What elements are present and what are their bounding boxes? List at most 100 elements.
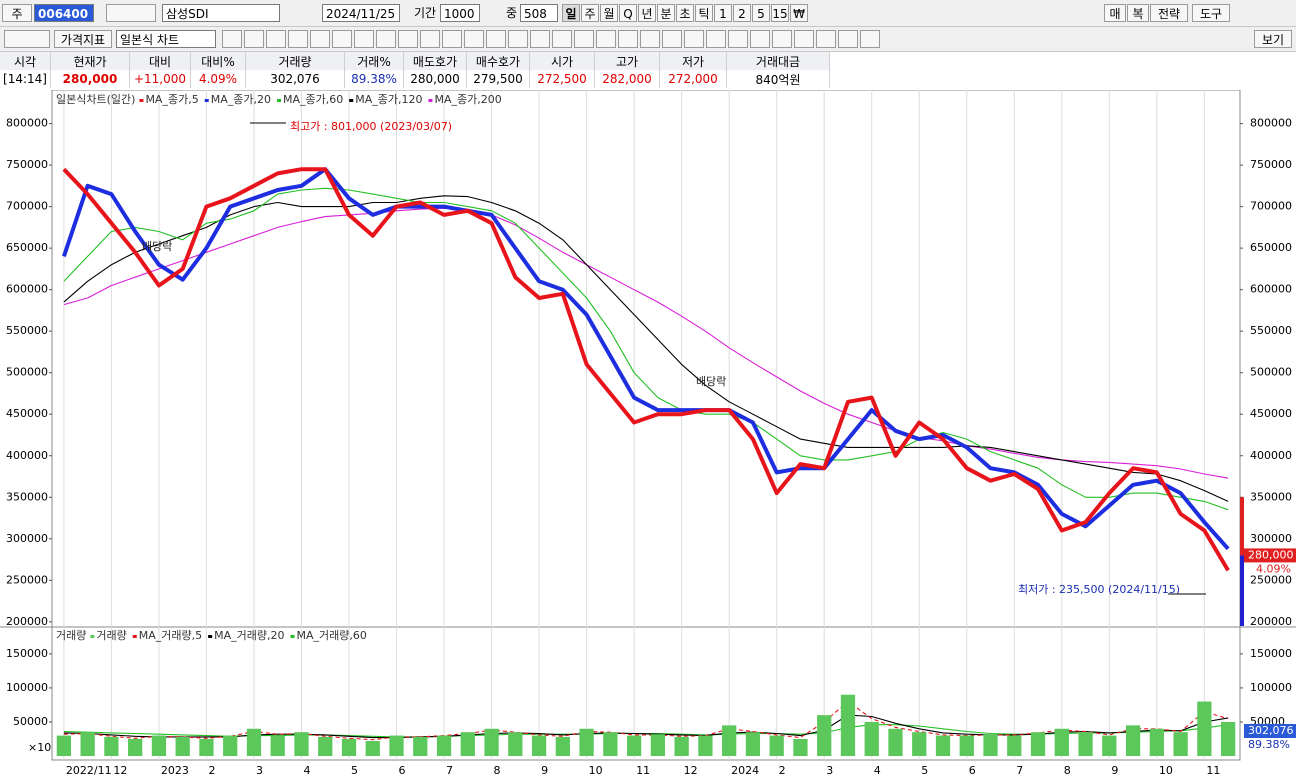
- interval-button[interactable]: 1: [714, 4, 732, 22]
- tool-button[interactable]: [794, 30, 814, 48]
- tool-button[interactable]: [552, 30, 572, 48]
- tool-button[interactable]: [288, 30, 308, 48]
- interval-button[interactable]: 15: [771, 4, 789, 22]
- toolbar: 주 006400 삼성SDI 2024/11/25 기간 1000 중 508 …: [0, 0, 1296, 27]
- y-tick-label: 400000: [6, 449, 48, 462]
- chart-area: 2022/11 12 2023 2 3 4 5 6 7 8 9 10 11 12 2024 2 3 4 5 6 7 8 9 1…: [0, 90, 1296, 777]
- tool-button[interactable]: [332, 30, 352, 48]
- menu-button[interactable]: 복: [1127, 4, 1149, 22]
- quote-value: 280,000: [50, 70, 130, 88]
- interval-button[interactable]: 분: [657, 4, 675, 22]
- interval-button[interactable]: 주: [581, 4, 599, 22]
- tool-button[interactable]: [750, 30, 770, 48]
- quote-value: 272,000: [659, 70, 727, 88]
- tool-button[interactable]: [640, 30, 660, 48]
- tool-button[interactable]: [486, 30, 506, 48]
- volume-bar: [294, 732, 309, 756]
- x-tick-label: 2: [779, 764, 786, 777]
- interval-button[interactable]: Q: [619, 4, 637, 22]
- quote-value: 4.09%: [190, 70, 246, 88]
- tool-button[interactable]: [728, 30, 748, 48]
- code-input[interactable]: 006400: [34, 4, 94, 22]
- view-button[interactable]: 보기: [1254, 30, 1292, 48]
- x-tick-label: 11: [1206, 764, 1220, 777]
- tool-button[interactable]: [838, 30, 858, 48]
- interval-button[interactable]: 초: [676, 4, 694, 22]
- tool-button[interactable]: [596, 30, 616, 48]
- tool-button[interactable]: [442, 30, 462, 48]
- tool-button[interactable]: [508, 30, 528, 48]
- period-input[interactable]: 1000: [440, 4, 480, 22]
- volume-bar: [840, 694, 856, 756]
- tool-button[interactable]: [222, 30, 242, 48]
- interval-button[interactable]: ₩: [790, 4, 808, 22]
- tool-button[interactable]: [398, 30, 418, 48]
- interval-button[interactable]: 일: [562, 4, 580, 22]
- y-tick-label: 200000: [6, 615, 48, 628]
- tool-button[interactable]: [420, 30, 440, 48]
- interval-button[interactable]: 틱: [695, 4, 713, 22]
- interval-button[interactable]: 년: [638, 4, 656, 22]
- tool-button[interactable]: [530, 30, 550, 48]
- y-tick-label: 150000: [6, 647, 48, 660]
- volume-bar: [555, 736, 570, 756]
- y-tick-label: 600000: [1250, 283, 1292, 296]
- annotation: 최고가 : 801,000 (2023/03/07): [290, 120, 452, 133]
- volume-bar: [935, 735, 951, 756]
- stock-name[interactable]: 삼성SDI: [162, 4, 280, 22]
- y-tick-label: 250000: [6, 573, 48, 586]
- tool-button[interactable]: [310, 30, 330, 48]
- current-price-band: [1240, 497, 1244, 556]
- volume-bar: [199, 738, 214, 756]
- indicator-button[interactable]: 가격지표: [54, 30, 112, 48]
- y-tick-label: 450000: [6, 407, 48, 420]
- menu-button[interactable]: 도구: [1192, 4, 1230, 22]
- interval-button[interactable]: 월: [600, 4, 618, 22]
- tool-button[interactable]: [574, 30, 594, 48]
- volume-bar: [722, 725, 737, 756]
- tool-button[interactable]: [244, 30, 264, 48]
- x-tick-label: 3: [826, 764, 833, 777]
- volume-bar: [151, 735, 167, 756]
- volume-bar: [1125, 725, 1141, 756]
- tool-button[interactable]: [376, 30, 396, 48]
- y-tick-label: 450000: [1250, 407, 1292, 420]
- nav-button[interactable]: [4, 30, 50, 48]
- interval-button[interactable]: 5: [752, 4, 770, 22]
- chart-title: 일본식차트(일간): [56, 92, 135, 106]
- tool-button[interactable]: [772, 30, 792, 48]
- market-button[interactable]: 주: [2, 4, 32, 22]
- x-tick-label: 8: [1064, 764, 1071, 777]
- y-tick-label: 650000: [1250, 241, 1292, 254]
- volume-bar: [793, 738, 808, 756]
- search-button[interactable]: [106, 4, 156, 22]
- tool-button[interactable]: [266, 30, 286, 48]
- annotation: 배당락: [142, 240, 172, 253]
- current-price-band: [1240, 555, 1244, 626]
- mid-input[interactable]: 508: [520, 4, 558, 22]
- y-tick-label: 350000: [6, 490, 48, 503]
- legend-entry: MA_거래량,60: [297, 629, 367, 642]
- legend-marker: [349, 99, 354, 102]
- tool-button[interactable]: [618, 30, 638, 48]
- interval-button[interactable]: 2: [733, 4, 751, 22]
- chart-kind[interactable]: 일본식 차트: [116, 30, 216, 48]
- tool-button[interactable]: [684, 30, 704, 48]
- menu-button[interactable]: 전략: [1150, 4, 1188, 22]
- date-input[interactable]: 2024/11/25: [322, 4, 400, 22]
- tool-button[interactable]: [354, 30, 374, 48]
- y-tick-label: 550000: [1250, 324, 1292, 337]
- x-tick-label: 4: [874, 764, 881, 777]
- legend-marker: [276, 99, 281, 102]
- quote-row: [14:14] 280,000 +11,000 4.09% 302,076 89.38% 2…: [0, 70, 830, 88]
- volume-bar: [1220, 721, 1236, 756]
- tool-button[interactable]: [706, 30, 726, 48]
- menu-button[interactable]: 매: [1104, 4, 1126, 22]
- legend-entry: MA_종가,20: [211, 93, 271, 106]
- legend-marker: [204, 99, 209, 102]
- tool-button[interactable]: [860, 30, 880, 48]
- x-tick-label: 9: [1111, 764, 1118, 777]
- tool-button[interactable]: [464, 30, 484, 48]
- tool-button[interactable]: [816, 30, 836, 48]
- tool-button[interactable]: [662, 30, 682, 48]
